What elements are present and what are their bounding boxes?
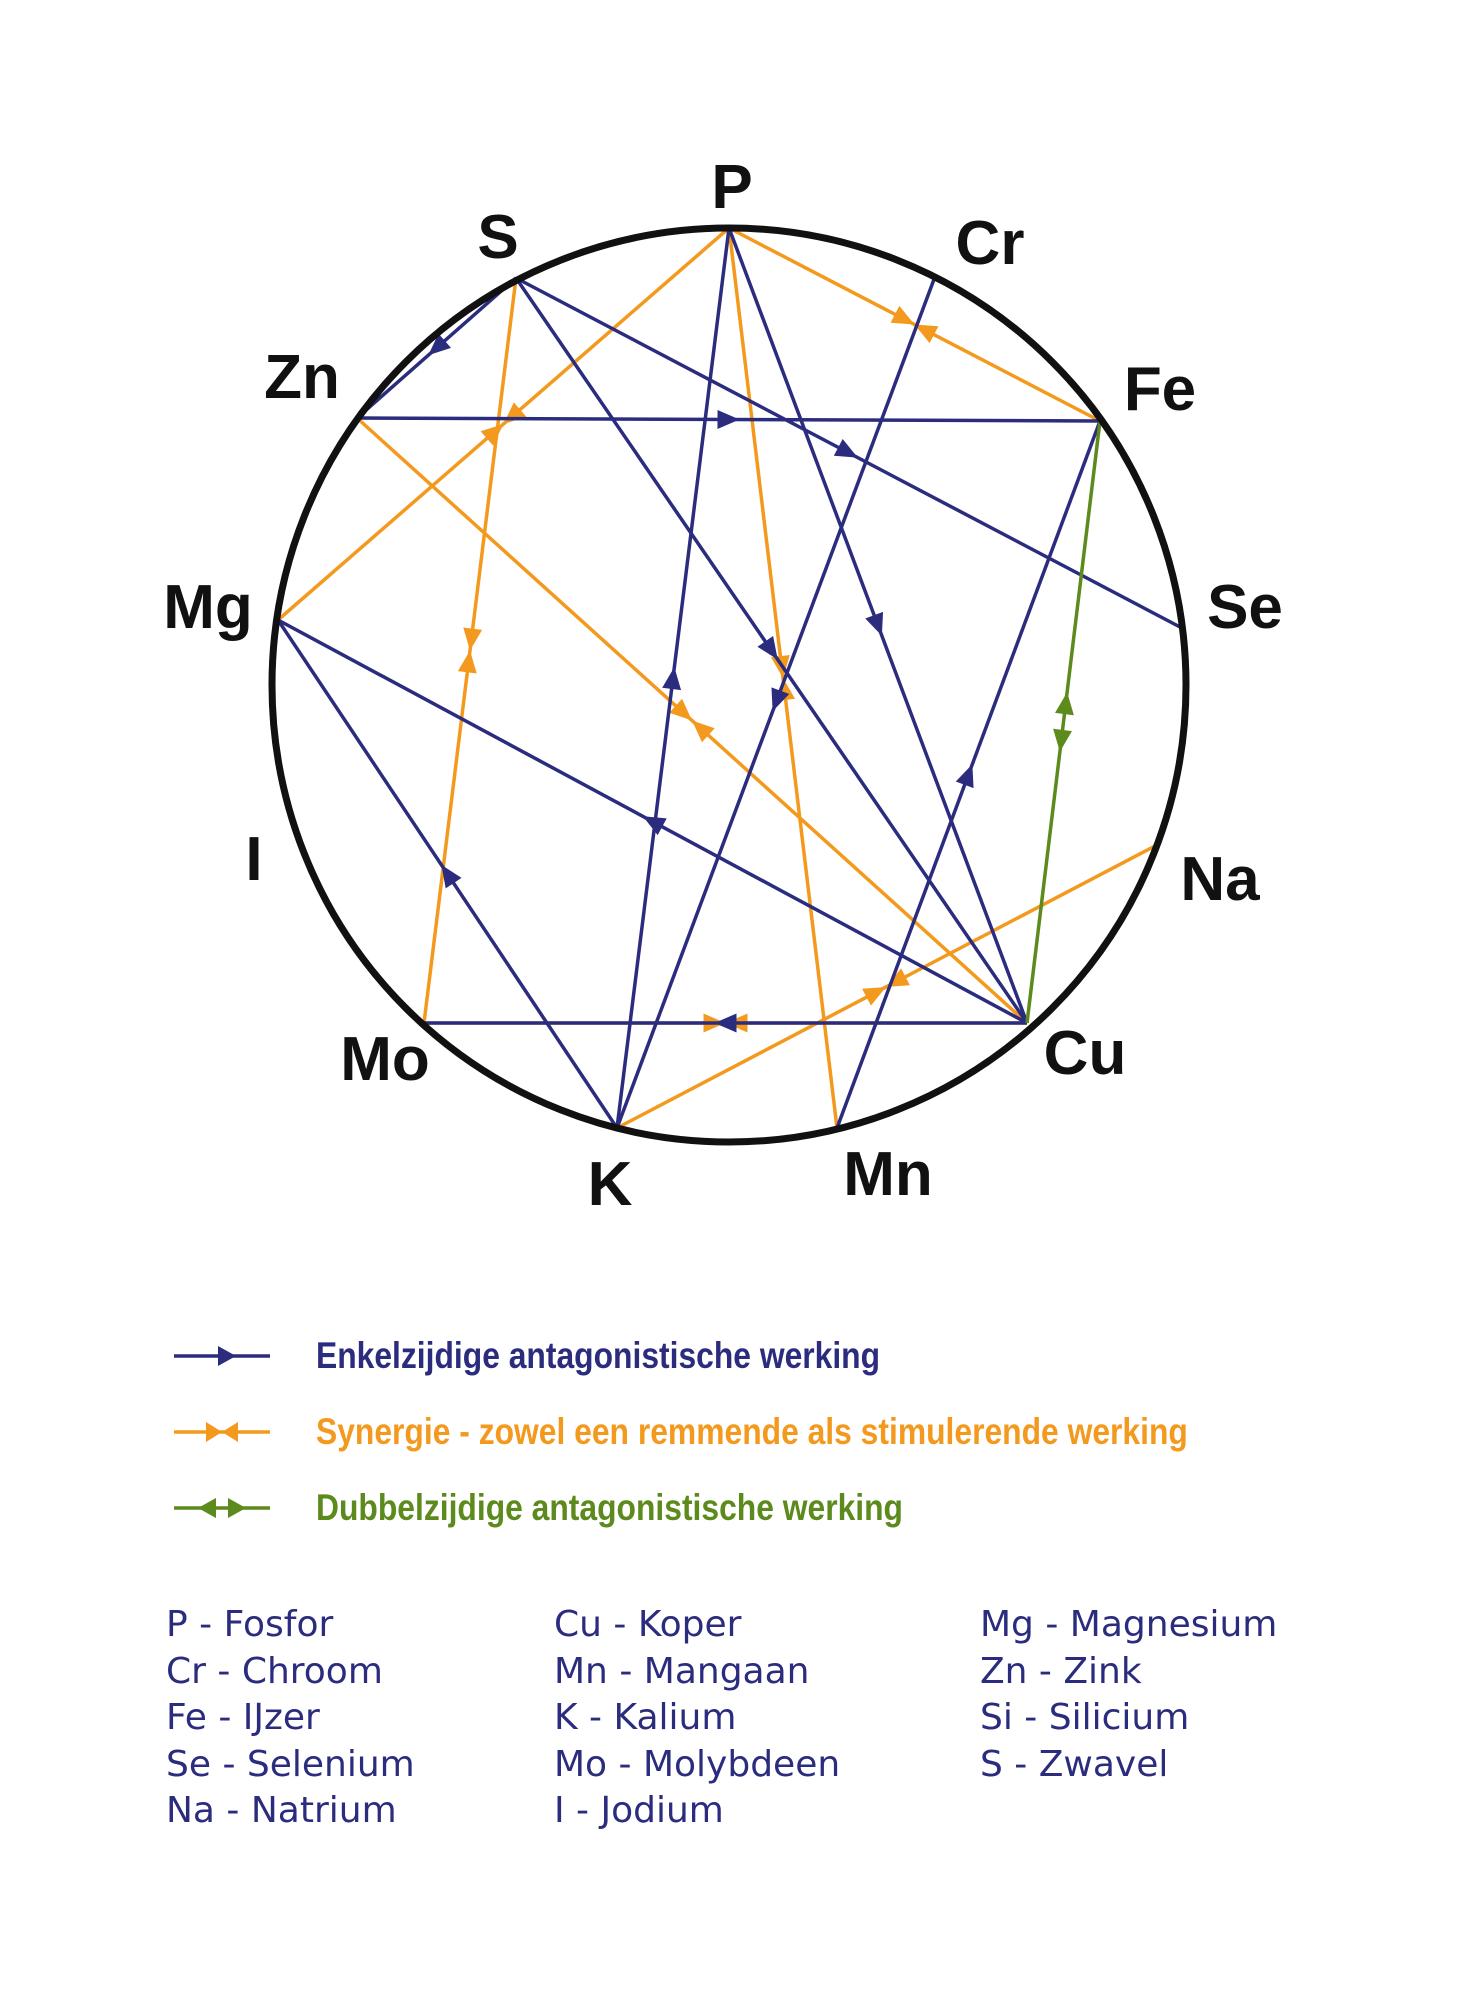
arrow-head [833,438,858,458]
arrow-head [914,324,939,344]
legend-item-one-sided: Enkelzijdige antagonistische werking [172,1318,1372,1394]
arrow-head [1053,728,1072,752]
legend-item-synergy: Synergie - zowel een remmende als stimul… [172,1394,1372,1470]
relation-S-Mo [422,277,518,1024]
key-item: Se - Selenium [166,1743,415,1785]
relation-Zn-Fe [356,409,1101,429]
relation-S-Cu [514,277,1029,1024]
relation-Cu-Mg [277,618,1028,1025]
relation-S-Se [515,276,1181,629]
arrow-head [717,409,740,429]
key-item: Cr - Chroom [166,1650,383,1692]
element-label-k: K [588,1150,633,1219]
key-item: K - Kalium [554,1697,737,1738]
legend-item-two-sided: Dubbelzijdige antagonistische werking [172,1470,1372,1546]
arrow-head [771,687,790,712]
legend-label: Enkelzijdige antagonistische werking [316,1335,881,1376]
element-label-fe: Fe [1124,355,1196,424]
legend: Enkelzijdige antagonistische werking Syn… [172,1318,1372,1546]
element-label-p: P [711,153,752,222]
key-item: S - Zwavel [980,1743,1169,1785]
relation-S-Zn [355,276,518,420]
element-label-cr: Cr [956,209,1025,278]
arrow-head [865,611,884,636]
relation-Mn-Fe [835,420,1102,1129]
arrow-head [662,667,682,691]
arrow-head [428,333,452,356]
key-item: Na - Natrium [166,1790,397,1831]
key-item: Mg - Magnesium [980,1604,1278,1645]
element-label-s: S [477,203,518,272]
arrow-head [463,627,483,651]
arrow-head [692,720,715,743]
relation-lines [276,226,1181,1130]
key-item: Fe - IJzer [166,1697,320,1738]
element-label-mn: Mn [843,1140,933,1209]
key-item: I - Jodium [554,1790,724,1831]
element-label-cu: Cu [1044,1019,1127,1088]
relation-P-Fe [728,226,1101,423]
relation-Zn-Cu [355,416,1029,1025]
key-item: P - Fosfor [166,1604,334,1645]
element-label-zn: Zn [264,343,340,412]
element-key-column: Mg - Magnesium Zn - Zink Si - Silicium S… [980,1602,1277,1788]
arrow-head [1055,692,1074,716]
element-label-na: Na [1180,845,1260,914]
relation-line [1025,420,1102,1024]
element-label-mg: Mg [163,573,253,642]
relation-K-Mg [276,619,619,1129]
legend-label: Synergie - zowel een remmende als stimul… [316,1411,1188,1452]
double-arrow-inward-icon [174,1422,270,1442]
relation-Fe-Cu [1025,420,1102,1024]
relation-Cr-K [615,273,938,1129]
relation-K-P [615,227,731,1129]
relation-Cu-Mo [424,1013,1027,1033]
key-item: Zn - Zink [980,1650,1142,1692]
arrow-head [669,698,692,721]
element-key-column: P - Fosfor Cr - Chroom Fe - IJzer Se - S… [166,1602,415,1835]
arrow-head [757,636,778,660]
element-label-i: I [245,825,262,894]
arrow-head [714,1013,737,1033]
element-key-column: Cu - Koper Mn - Mangaan K - Kalium Mo - … [554,1602,840,1835]
legend-label: Dubbelzijdige antagonistische werking [316,1487,904,1528]
relation-P-Cu [727,227,1029,1024]
arrow-head [890,305,915,325]
element-labels: P Cr Fe Se Na Cu Mn K Mo I Mg Zn S [163,153,1283,1219]
relation-P-Mn [727,227,839,1129]
key-item: Mn - Mangaan [554,1650,810,1692]
arrow-head [457,650,477,674]
element-label-se: Se [1207,573,1283,642]
arrow-head [441,864,462,889]
arrow-head [955,764,974,789]
key-item: Cu - Koper [554,1604,742,1645]
key-item: Mo - Molybdeen [554,1743,841,1785]
arrow-head [642,816,667,836]
element-circle [268,224,1190,1146]
element-label-mo: Mo [340,1025,430,1094]
double-arrow-outward-icon [174,1498,270,1518]
arrow-head [862,987,886,1006]
element-interaction-diagram: P Cr Fe Se Na Cu Mn K Mo I Mg Zn S [163,153,1283,1219]
key-item: Si - Silicium [980,1697,1190,1738]
arrow-icon [174,1346,270,1366]
